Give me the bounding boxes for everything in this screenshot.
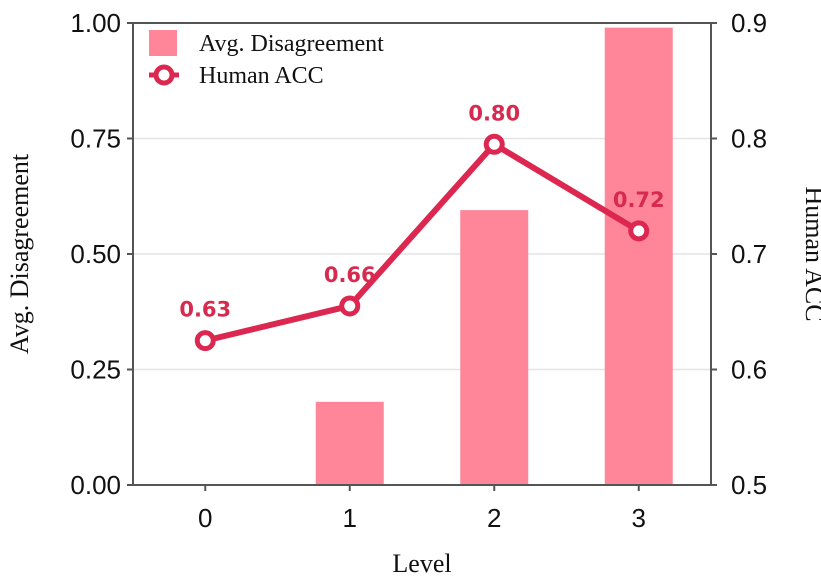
left-y-ticks: 0.00 0.25 0.50 0.75 1.00 bbox=[70, 8, 133, 500]
line-point bbox=[194, 330, 216, 352]
right-tick-label: 0.9 bbox=[731, 8, 767, 38]
bar bbox=[604, 27, 673, 486]
right-tick-label: 0.8 bbox=[731, 124, 767, 154]
right-tick-label: 0.6 bbox=[731, 355, 767, 385]
left-y-axis-title: Avg. Disagreement bbox=[5, 153, 34, 354]
data-labels: 0.63 0.66 0.80 0.72 bbox=[179, 101, 664, 321]
human-acc-line bbox=[204, 141, 641, 344]
legend-swatch-marker bbox=[153, 64, 175, 86]
line-series bbox=[194, 133, 650, 352]
bar bbox=[460, 210, 529, 486]
left-tick-label: 1.00 bbox=[70, 8, 121, 38]
legend: Avg. Disagreement Human ACC bbox=[149, 30, 384, 89]
left-tick-label: 0.50 bbox=[70, 239, 121, 269]
right-y-axis-title: Human ACC bbox=[800, 186, 821, 321]
line-point bbox=[339, 295, 361, 317]
data-label: 0.66 bbox=[324, 263, 376, 287]
legend-label-line: Human ACC bbox=[199, 63, 324, 89]
x-tick-label: 2 bbox=[487, 503, 501, 533]
x-tick-label: 0 bbox=[198, 503, 212, 533]
bars bbox=[315, 27, 673, 486]
data-label: 0.72 bbox=[613, 188, 665, 212]
line-point bbox=[483, 133, 505, 155]
bar bbox=[315, 401, 384, 485]
data-label: 0.63 bbox=[179, 298, 231, 322]
left-tick-label: 0.00 bbox=[70, 470, 121, 500]
legend-swatch-bar bbox=[149, 30, 177, 56]
legend-label-bar: Avg. Disagreement bbox=[199, 31, 384, 57]
x-tick-label: 1 bbox=[343, 503, 357, 533]
right-tick-label: 0.7 bbox=[731, 239, 767, 269]
x-axis-title: Level bbox=[392, 549, 451, 578]
right-tick-label: 0.5 bbox=[731, 470, 767, 500]
left-tick-label: 0.25 bbox=[70, 355, 121, 385]
x-ticks: 0 1 2 3 bbox=[198, 485, 646, 533]
data-label: 0.80 bbox=[468, 101, 520, 125]
line-point bbox=[628, 220, 650, 242]
x-tick-label: 3 bbox=[632, 503, 646, 533]
right-y-ticks: 0.5 0.6 0.7 0.8 0.9 bbox=[711, 8, 767, 500]
left-tick-label: 0.75 bbox=[70, 124, 121, 154]
